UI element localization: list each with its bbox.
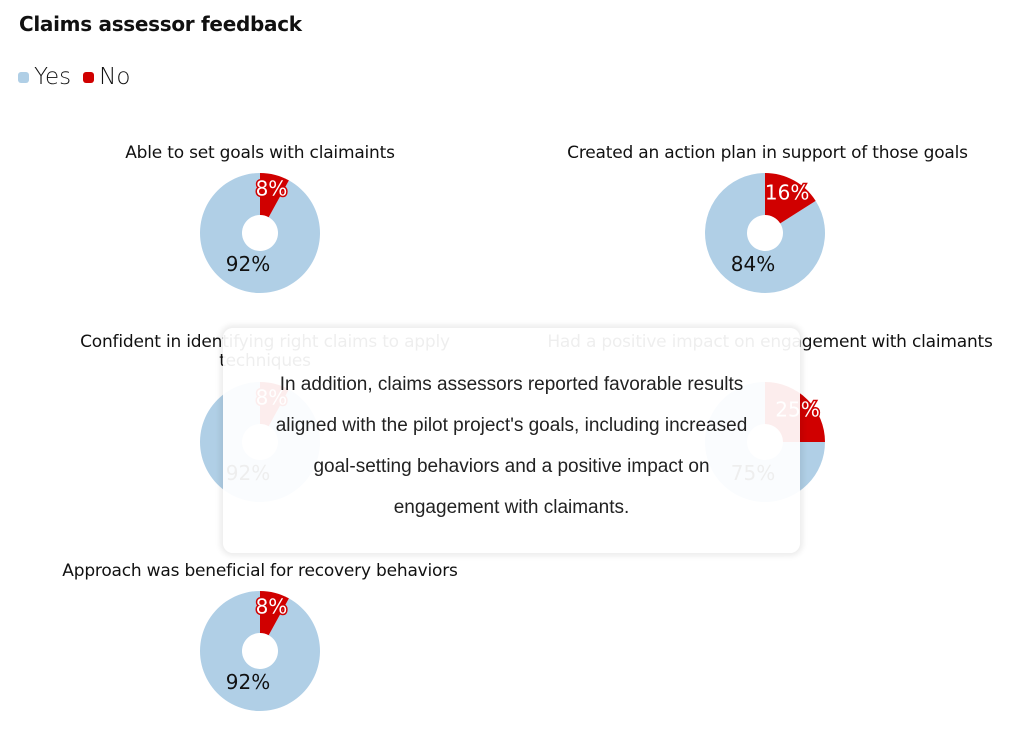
label-yes-1: 84%: [731, 252, 775, 276]
label-yes-0: 92%: [226, 252, 270, 276]
slice-yes-0: [200, 173, 320, 294]
label-no-1: 16%: [765, 181, 809, 205]
slice-yes-1: [705, 173, 826, 293]
legend-label-yes: Yes: [34, 64, 72, 90]
slice-no-0: [260, 173, 289, 218]
chart-title-0: Able to set goals with claimaints: [125, 143, 395, 163]
legend-swatch-no: [83, 71, 95, 83]
slice-no-4: [260, 591, 289, 636]
legend-label-no: No: [99, 64, 131, 90]
page-title: Claims assessor feedback: [19, 12, 302, 36]
legend-item-yes[interactable]: Yes: [18, 64, 71, 90]
slice-yes-4: [200, 591, 321, 711]
slice-no-1: [765, 173, 816, 224]
label-no-4: 8%: [256, 594, 288, 618]
legend: Yes No: [18, 64, 136, 90]
legend-item-no[interactable]: No: [83, 64, 130, 90]
chart-title-1: Created an action plan in support of tho…: [567, 143, 968, 163]
label-yes-4: 92%: [226, 670, 270, 694]
label-no-0: 8%: [256, 176, 288, 200]
info-tooltip: In addition, claims assessors reported f…: [223, 328, 800, 553]
legend-swatch-yes: [18, 71, 29, 83]
info-tooltip-text: In addition, claims assessors reported f…: [275, 374, 748, 518]
chart-title-4: Approach was beneficial for recovery beh…: [62, 561, 458, 581]
